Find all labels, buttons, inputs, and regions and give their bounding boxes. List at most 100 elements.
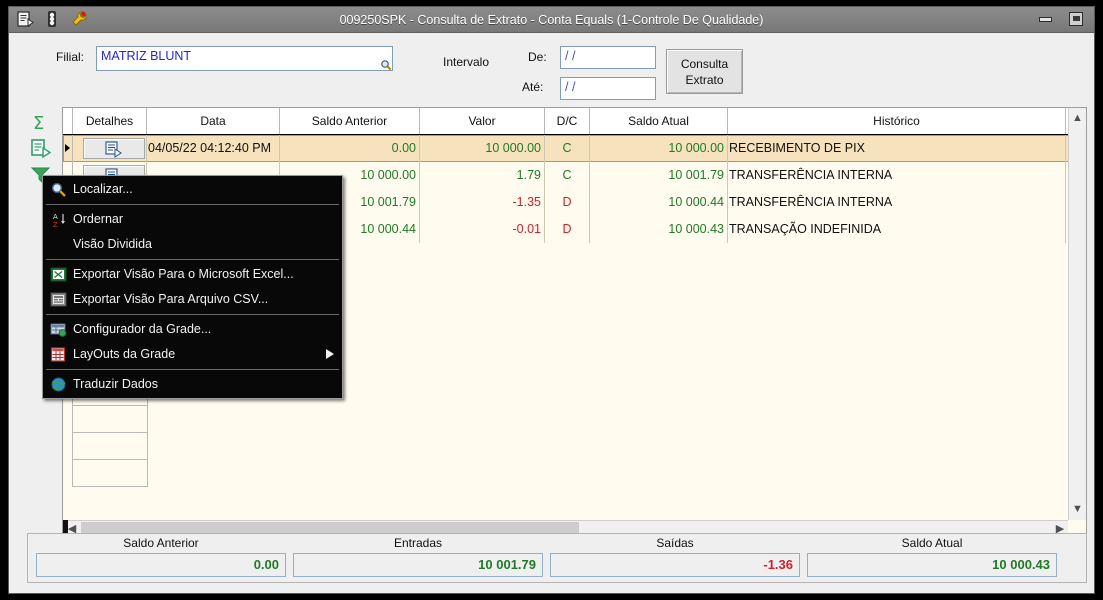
wrench-icon[interactable] [69, 9, 89, 29]
none [50, 236, 67, 253]
table-row[interactable]: 04/05/22 04:12:40 PM 0.00 10 000.00 C 10 000… [63, 135, 1086, 162]
saldo-atual-cell: 10 001.79 [590, 162, 728, 189]
grid-tool-column: Σ [27, 107, 57, 532]
grid-column-header-saldo-atual[interactable]: Saldo Atual [590, 108, 728, 134]
lookup-magnifier-icon[interactable] [380, 59, 392, 71]
row-indicator [63, 459, 73, 486]
scroll-down-button[interactable]: ▼ [1072, 502, 1083, 515]
menu-item-vis-o-dividida[interactable]: Visão Dividida [43, 232, 342, 257]
scroll-left-button[interactable]: ◀ [67, 523, 77, 535]
row-indicator [63, 432, 73, 459]
summary-label: Entradas [393, 536, 443, 550]
grid-vertical-scrollbar[interactable]: ▲ ▼ [1068, 108, 1086, 538]
historico-cell: TRANSFERÊNCIA INTERNA [728, 162, 1066, 189]
export-report-icon[interactable] [29, 137, 53, 161]
grid-layouts-icon [50, 346, 67, 363]
menu-item-label: Localizar... [73, 182, 133, 196]
menu-separator [46, 204, 339, 205]
report-icon[interactable] [15, 9, 35, 29]
magnifier-icon [50, 181, 67, 198]
saldo-anterior-cell: 0.00 [280, 135, 420, 162]
saldo-atual-cell: 10 000.00 [590, 135, 728, 162]
minimize-button[interactable] [1038, 11, 1054, 27]
saldo-anterior-cell: 10 000.44 [280, 216, 420, 243]
historico-cell: RECEBIMENTO DE PIX [728, 135, 1066, 162]
de-date-input[interactable]: / / [560, 46, 656, 69]
empty-row [63, 432, 1086, 460]
menu-item-label: Visão Dividida [73, 237, 152, 251]
sum-icon[interactable]: Σ [29, 111, 53, 135]
empty-detalhes-cell [72, 459, 148, 487]
historico-cell: TRANSFERÊNCIA INTERNA [728, 189, 1066, 216]
grid-context-menu[interactable]: Localizar... A Z Ordernar Visão Dividida Expo… [42, 175, 343, 399]
title-bar[interactable]: 009250SPK - Consulta de Extrato - Conta … [9, 7, 1094, 33]
scroll-up-button[interactable]: ▲ [1072, 111, 1083, 124]
grid-header-indicator-spacer [63, 108, 72, 134]
valor-cell: 10 000.00 [420, 135, 545, 162]
summary-value: 10 001.79 [293, 553, 543, 577]
row-details-button[interactable] [83, 138, 145, 159]
historico-cell: TRANSAÇÃO INDEFINIDA [728, 216, 1066, 243]
menu-item-label: Exportar Visão Para o Microsoft Excel... [73, 267, 294, 281]
menu-item-localizar[interactable]: Localizar... [43, 177, 342, 202]
scrollbar-grabber[interactable] [63, 520, 68, 538]
menu-item-exportar-vis-o-para-o-microsoft-excel[interactable]: Exportar Visão Para o Microsoft Excel... [43, 262, 342, 287]
menu-item-layouts-da-grade[interactable]: LayOuts da Grade [43, 342, 342, 367]
summary-label: Saídas [656, 536, 694, 550]
data-cell: 04/05/22 04:12:40 PM [147, 135, 280, 162]
grid-column-header-detalhes[interactable]: Detalhes [72, 108, 147, 134]
dc-cell: D [545, 189, 590, 216]
summary-panel: Saldo Anterior 0.00 Entradas 10 001.79 Saída… [27, 533, 1087, 583]
grid-column-header-saldo-anterior[interactable]: Saldo Anterior [280, 108, 420, 134]
filial-label: Filial: [56, 50, 85, 64]
menu-item-label: Exportar Visão Para Arquivo CSV... [73, 292, 269, 306]
svg-text:A: A [53, 213, 58, 221]
row-indicator [63, 405, 73, 432]
de-label: De: [528, 50, 547, 64]
summary-cell: Saídas -1.36 [550, 536, 800, 580]
menu-separator [46, 314, 339, 315]
menu-item-configurador-da-grade[interactable]: Configurador da Grade... [43, 317, 342, 342]
window-title: 009250SPK - Consulta de Extrato - Conta … [339, 13, 764, 27]
consulta-button-line2: Extrato [685, 72, 724, 87]
consulta-extrato-button[interactable]: Consulta Extrato [666, 49, 743, 94]
menu-separator [46, 369, 339, 370]
menu-item-traduzir-dados[interactable]: Traduzir Dados [43, 372, 342, 397]
grid-column-header-data[interactable]: Data [147, 108, 280, 134]
dc-cell: C [545, 135, 590, 162]
empty-row [63, 405, 1086, 433]
menu-item-exportar-vis-o-para-arquivo-csv[interactable]: Exportar Visão Para Arquivo CSV... [43, 287, 342, 312]
restore-button[interactable] [1068, 11, 1084, 27]
menu-item-label: LayOuts da Grade [73, 347, 176, 361]
ate-date-input[interactable]: / / [560, 77, 656, 100]
menu-item-ordernar[interactable]: A Z Ordernar [43, 207, 342, 232]
empty-row [63, 459, 1086, 487]
dc-cell: C [545, 162, 590, 189]
ate-label: Até: [522, 80, 544, 94]
application-window: 009250SPK - Consulta de Extrato - Conta … [8, 6, 1095, 594]
grid-column-header-d-c[interactable]: D/C [545, 108, 590, 134]
traffic-light-icon[interactable] [42, 9, 62, 29]
summary-cell: Saldo Atual 10 000.43 [807, 536, 1057, 580]
saldo-anterior-cell: 10 000.00 [280, 162, 420, 189]
filial-input[interactable]: MATRIZ BLUNT [96, 46, 393, 71]
summary-label: Saldo Anterior [123, 536, 199, 550]
submenu-arrow-icon [326, 349, 334, 359]
menu-item-label: Ordernar [73, 212, 124, 226]
intervalo-label: Intervalo [443, 55, 490, 69]
summary-value: -1.36 [550, 553, 800, 577]
menu-item-label: Configurador da Grade... [73, 322, 212, 336]
grid-column-header-hist-rico[interactable]: Histórico [728, 108, 1066, 134]
csv-icon [50, 291, 67, 308]
consulta-button-line1: Consulta [680, 56, 729, 71]
scroll-right-button[interactable]: ▶ [1055, 523, 1065, 535]
grid-column-header-valor[interactable]: Valor [420, 108, 545, 134]
valor-cell: 1.79 [420, 162, 545, 189]
excel-icon [50, 266, 67, 283]
grid-config-icon [50, 321, 67, 338]
summary-value: 0.00 [36, 553, 286, 577]
valor-cell: -1.35 [420, 189, 545, 216]
detalhes-cell [72, 135, 147, 162]
